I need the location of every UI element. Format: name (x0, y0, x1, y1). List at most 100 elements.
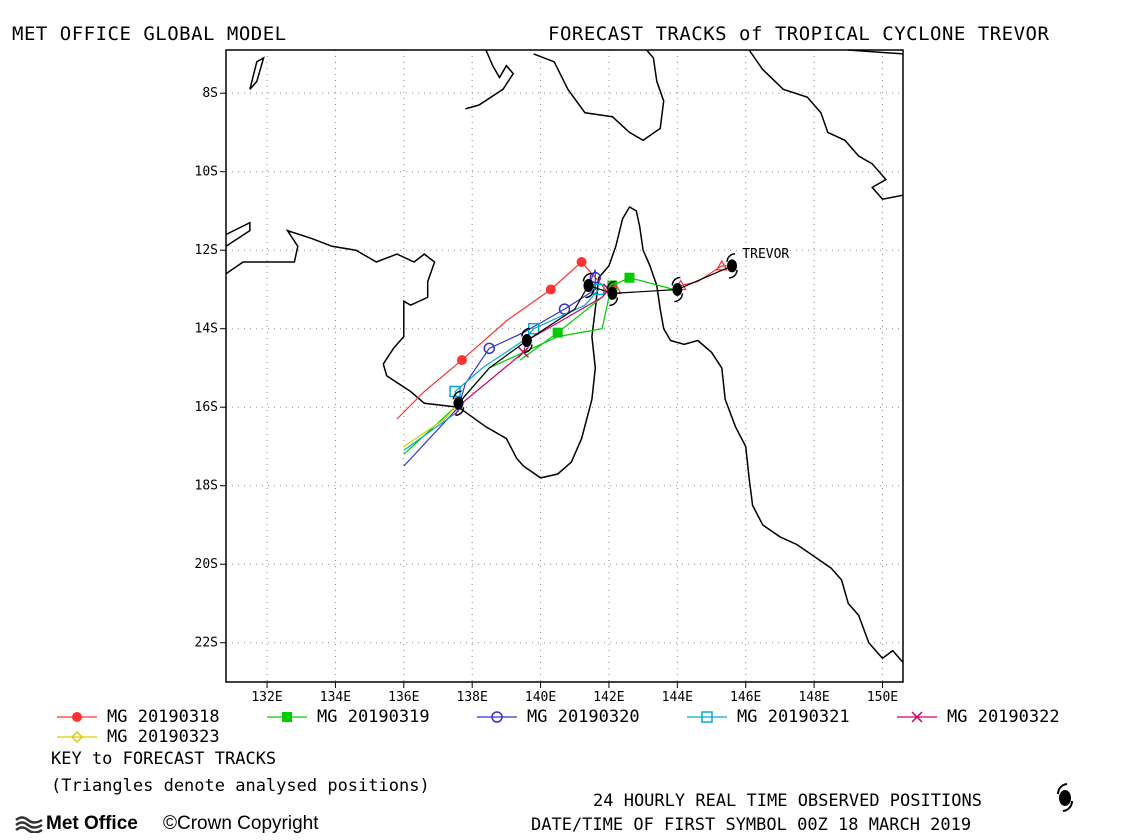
legend-item: MG 20190322 (895, 707, 1060, 727)
legend-label: MG 20190319 (317, 707, 430, 727)
legend-item: MG 20190321 (685, 707, 850, 727)
lon-tick-label: 140E (525, 690, 556, 705)
cyclone-symbol-core (521, 333, 532, 347)
lon-tick-label: 148E (798, 690, 829, 705)
storm-label: TREVOR (742, 247, 789, 262)
cyclone-symbol-arm (674, 293, 684, 303)
coastline (748, 49, 904, 201)
track-line (396, 261, 610, 420)
track-marker (72, 712, 82, 722)
cyclone-symbol-core (583, 279, 594, 293)
met-office-logo: Met Office (15, 813, 138, 835)
analysed-track-line (680, 265, 732, 287)
lat-tick-label: 20S (195, 557, 218, 572)
cyclone-symbol (671, 276, 684, 303)
legend-swatch (477, 711, 517, 723)
lon-tick-label: 142E (593, 690, 624, 705)
track-marker (592, 283, 605, 296)
track-marker (282, 712, 292, 722)
lon-tick-label: 134E (320, 690, 351, 705)
track-line (403, 402, 459, 447)
chart-title: FORECAST TRACKS of TROPICAL CYCLONE TREV… (548, 23, 1050, 45)
map-frame (225, 49, 904, 683)
legend-item: MG 20190318 (55, 707, 220, 727)
track-marker (552, 327, 563, 338)
met-office-waves-icon (15, 816, 43, 833)
cyclone-symbol-core (727, 259, 738, 273)
model-title: MET OFFICE GLOBAL MODEL (12, 23, 287, 45)
key-note: (Triangles denote analysed positions) (51, 776, 430, 796)
legend-label: MG 20190323 (107, 727, 220, 747)
track-marker (911, 711, 923, 723)
cyclone-symbol-arm (606, 280, 616, 290)
cyclone-symbol-arm (521, 327, 530, 337)
track-line (454, 289, 610, 416)
legend-label: MG 20190318 (107, 707, 220, 727)
legend-swatch (57, 712, 97, 722)
track-marker (624, 272, 635, 283)
lat-tick-label: 10S (195, 165, 218, 180)
coastline (225, 221, 251, 247)
coastline (533, 49, 665, 142)
lon-tick-label: 138E (457, 690, 488, 705)
track-marker (701, 711, 713, 723)
cyclone-symbol-arm (455, 407, 465, 417)
cyclone-symbol-core (607, 286, 618, 300)
track-marker (576, 256, 587, 267)
cyclone-symbol-arm (582, 272, 592, 282)
legend-swatch (267, 712, 307, 722)
cyclone-symbol-arm (726, 253, 736, 262)
cyclone-symbol-arm (609, 297, 619, 307)
forecast-track (403, 272, 675, 455)
legend-label: MG 20190322 (947, 707, 1060, 727)
track-marker (70, 730, 84, 744)
observed-track-line (458, 265, 733, 404)
cyclone-symbol-arm (452, 390, 462, 400)
observed-positions-note: 24 HOURLY REAL TIME OBSERVED POSITIONS (593, 791, 982, 811)
lat-tick-label: 12S (195, 243, 218, 258)
track-marker (589, 271, 602, 284)
key-title: KEY to FORECAST TRACKS (51, 749, 277, 769)
coastline (465, 49, 515, 110)
track-marker (517, 346, 530, 358)
cyclone-symbol (452, 390, 465, 417)
legend-item: MG 20190323 (55, 727, 220, 747)
legend-label: MG 20190320 (527, 707, 640, 727)
cyclone-symbol-core (672, 282, 683, 296)
track-marker (456, 355, 467, 366)
track-line (403, 269, 596, 467)
legend-label: MG 20190321 (737, 707, 850, 727)
lat-tick-label: 18S (195, 479, 218, 494)
cyclone-symbol-arm (671, 276, 681, 286)
lon-tick-label: 144E (662, 690, 693, 705)
crown-copyright: ©Crown Copyright (163, 813, 319, 834)
cyclone-symbol-core (453, 396, 464, 410)
lat-tick-label: 8S (202, 86, 218, 101)
cyclone-symbol (582, 272, 595, 299)
lon-tick-label: 150E (867, 690, 898, 705)
legend-swatch (897, 711, 937, 723)
cyclone-symbol-icon (1056, 783, 1074, 812)
track-marker-stroke (517, 346, 530, 358)
cyclone-symbol-arm (728, 269, 738, 279)
cyclone-symbol-arm (523, 344, 533, 354)
track-marker-stroke (911, 711, 923, 723)
cyclone-symbol (726, 253, 738, 279)
legend-swatch (57, 730, 97, 744)
lon-tick-label: 132E (251, 690, 282, 705)
met-office-logo-text: Met Office (46, 813, 138, 834)
cyclone-symbol (521, 327, 533, 354)
first-symbol-datetime: DATE/TIME OF FIRST SYMBOL 00Z 18 MARCH 2… (531, 815, 972, 835)
lat-tick-label: 16S (195, 400, 218, 415)
cyclone-symbol (606, 280, 619, 307)
legend-swatch (687, 711, 727, 723)
track-marker (491, 711, 503, 723)
legend-item: MG 20190319 (265, 707, 430, 727)
island (249, 56, 265, 90)
lat-tick-label: 22S (195, 636, 218, 651)
lon-tick-label: 136E (388, 690, 419, 705)
lon-tick-label: 146E (730, 690, 761, 705)
track-marker (545, 284, 556, 295)
lat-tick-label: 14S (195, 322, 218, 337)
